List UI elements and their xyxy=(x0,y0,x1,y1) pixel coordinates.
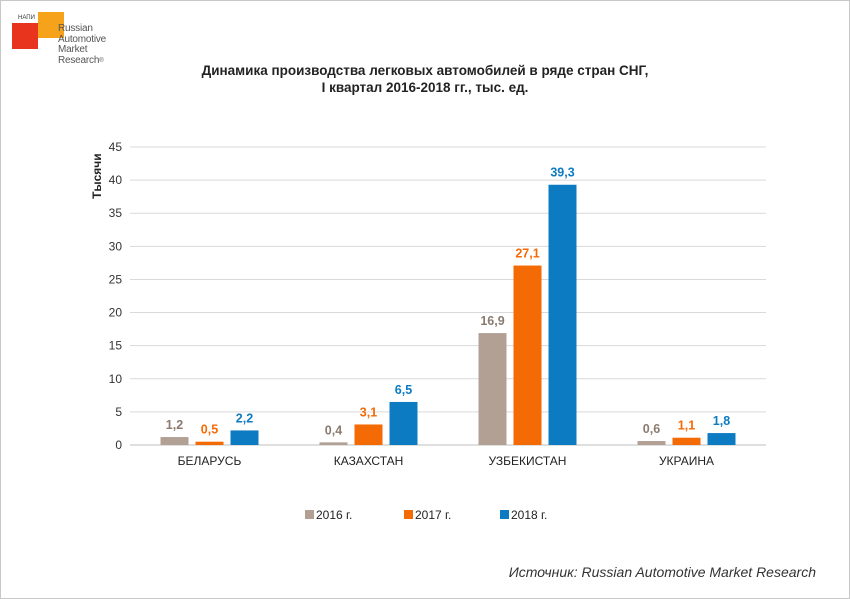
data-label: 1,2 xyxy=(166,418,183,432)
logo-line-4: Research® xyxy=(58,54,106,67)
data-label: 6,5 xyxy=(395,383,412,397)
bar-2-1 xyxy=(195,441,224,445)
y-tick-label: 0 xyxy=(115,438,122,452)
bar-2-4 xyxy=(672,437,701,445)
legend-swatch-3 xyxy=(500,510,509,519)
y-tick-label: 40 xyxy=(109,173,123,187)
y-tick-label: 45 xyxy=(109,140,123,154)
x-tick-label: КАЗАХСТАН xyxy=(334,454,404,468)
data-label: 27,1 xyxy=(515,247,539,261)
data-label: 0,4 xyxy=(325,423,342,437)
y-axis-label: Тысячи xyxy=(90,153,104,198)
y-tick-label: 25 xyxy=(109,272,123,286)
bar-3-3 xyxy=(548,184,577,445)
logo-line-1: Russian xyxy=(58,23,93,34)
data-label: 39,3 xyxy=(550,166,574,180)
logo-line-2: Automotive xyxy=(58,33,107,45)
logo-text: Russian Automotive Market Research® xyxy=(58,23,107,67)
y-tick-label: 35 xyxy=(109,206,123,220)
y-tick-label: 5 xyxy=(115,405,122,419)
logo-tag: НАПИ xyxy=(18,15,35,21)
bar-1-4 xyxy=(637,441,666,445)
bar-1-3 xyxy=(478,333,507,445)
y-tick-label: 30 xyxy=(109,239,123,253)
logo-line-3: Market xyxy=(58,44,88,55)
logo-orange-square xyxy=(38,12,64,38)
source-note: Источник: Russian Automotive Market Rese… xyxy=(508,564,816,580)
logo-reg-mark: ® xyxy=(99,57,104,64)
x-tick-label: УКРАИНА xyxy=(659,454,714,468)
bar-3-1 xyxy=(230,430,259,445)
logo: НАПИ Russian Automotive Market Research® xyxy=(10,10,130,80)
bar-2-3 xyxy=(513,265,542,445)
legend-label: 2017 г. xyxy=(415,508,451,522)
bar-1-2 xyxy=(319,442,348,445)
chart-title: Динамика производства легковых автомобил… xyxy=(150,62,700,96)
y-tick-label: 10 xyxy=(109,372,123,386)
bar-2-2 xyxy=(354,424,383,445)
legend-swatch-1 xyxy=(305,510,314,519)
legend-label: 2018 г. xyxy=(511,508,547,522)
x-tick-label: БЕЛАРУСЬ xyxy=(178,454,242,468)
data-label: 1,8 xyxy=(713,414,730,428)
data-label: 1,1 xyxy=(678,419,695,433)
legend-label: 2016 г. xyxy=(316,508,352,522)
x-tick-label: УЗБЕКИСТАН xyxy=(489,454,567,468)
y-tick-label: 20 xyxy=(109,306,123,320)
y-tick-label: 15 xyxy=(109,339,123,353)
data-label: 3,1 xyxy=(360,405,377,419)
logo-line-4-text: Research xyxy=(58,54,100,66)
chart-title-line-1: Динамика производства легковых автомобил… xyxy=(201,63,649,78)
legend-swatch-2 xyxy=(404,510,413,519)
data-label: 16,9 xyxy=(480,314,504,328)
bar-1-1 xyxy=(160,437,189,445)
data-label: 0,5 xyxy=(201,423,218,437)
data-label: 2,2 xyxy=(236,411,253,425)
chart-title-line-2: I квартал 2016-2018 гг., тыс. ед. xyxy=(321,80,529,95)
data-label: 0,6 xyxy=(643,422,660,436)
bar-3-4 xyxy=(707,433,736,445)
bar-3-2 xyxy=(389,401,418,445)
logo-red-square xyxy=(12,23,38,49)
